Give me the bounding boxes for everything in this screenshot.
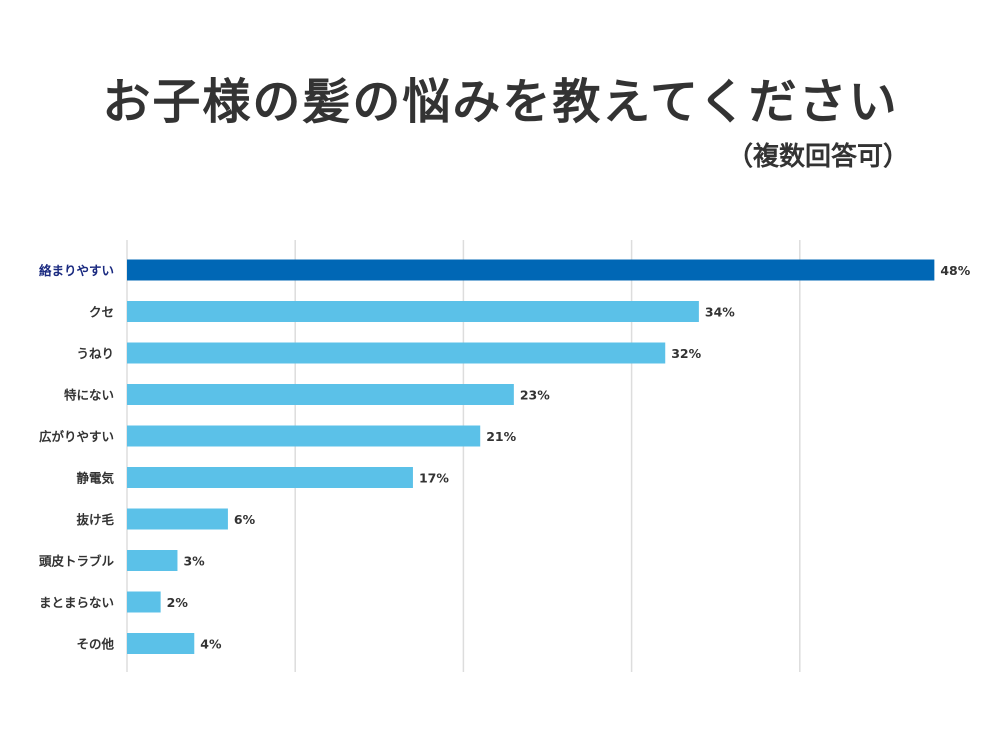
category-label: 絡まりやすい bbox=[39, 263, 114, 278]
bar bbox=[127, 342, 666, 364]
chart-subtitle: （複数回答可） bbox=[726, 142, 909, 172]
chart-title: お子様の髪の悩みを教えてください bbox=[102, 74, 899, 130]
category-label: 広がりやすい bbox=[39, 429, 114, 444]
bar bbox=[127, 550, 178, 571]
label-layer: 絡まりやすい 48% クセ 34% うねり 32% 特にない 23% 広がりやすい 21% 静電気 1… bbox=[39, 263, 971, 652]
value-label: 48% bbox=[940, 263, 970, 278]
value-label: 34% bbox=[705, 305, 735, 320]
bar bbox=[127, 591, 161, 613]
bar bbox=[127, 425, 481, 447]
bar bbox=[127, 633, 195, 654]
bar bbox=[127, 301, 699, 322]
value-label: 32% bbox=[671, 346, 701, 361]
value-label: 17% bbox=[419, 471, 449, 486]
category-label: 静電気 bbox=[76, 471, 114, 486]
category-label: クセ bbox=[89, 305, 114, 320]
bar bbox=[127, 467, 413, 488]
bar bbox=[127, 508, 228, 530]
category-label: まとまらない bbox=[39, 595, 114, 610]
value-label: 21% bbox=[486, 429, 516, 444]
category-label: うねり bbox=[76, 346, 114, 361]
value-label: 6% bbox=[234, 512, 256, 527]
bar bbox=[127, 384, 514, 405]
category-label: 抜け毛 bbox=[76, 512, 114, 527]
value-label: 3% bbox=[183, 554, 205, 569]
category-label: 頭皮トラブル bbox=[39, 554, 115, 569]
value-label: 4% bbox=[200, 637, 222, 652]
category-label: その他 bbox=[76, 637, 114, 652]
value-label: 23% bbox=[520, 388, 550, 403]
bar bbox=[127, 259, 935, 281]
value-label: 2% bbox=[167, 595, 189, 610]
bar-layer bbox=[127, 259, 935, 654]
category-label: 特にない bbox=[64, 388, 114, 403]
